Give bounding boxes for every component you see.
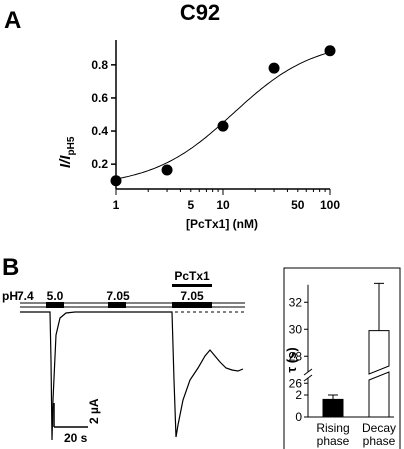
ph-label: pH [2, 289, 18, 303]
ph-value-2: 7.05 [106, 289, 130, 303]
x-tick-label: 100 [320, 198, 340, 212]
x-ticks: 1 5 10 50 100 [113, 189, 340, 212]
x-tick-label: 1 [113, 198, 120, 212]
x-tick-label: 10 [216, 198, 230, 212]
scale-current-label: 2 µA [87, 398, 101, 424]
y-axis-label-group: I/IpH5 [57, 136, 77, 168]
tau-axis-label: τ (s) [284, 347, 299, 372]
tau-tick-label: 26 [289, 376, 303, 390]
y-tick-label: 0.4 [91, 124, 108, 138]
data-point [110, 175, 122, 187]
category-label: Decay [362, 421, 396, 435]
ph-step-2 [108, 302, 126, 308]
y-tick-label: 0.8 [91, 58, 108, 72]
y-axis-label: I/IpH5 [57, 136, 77, 168]
bar-decay-lower [368, 371, 390, 418]
bar-rising [322, 398, 344, 418]
scale-time-label: 20 s [64, 431, 88, 445]
data-point [324, 45, 336, 57]
axis-break-mark [303, 368, 313, 376]
bar-decay-upper [368, 330, 390, 375]
tau-axis: 0 226 28 30 32 [289, 284, 394, 424]
x-tick-label: 5 [187, 198, 194, 212]
panel-letter-a: A [4, 7, 21, 34]
tau-tick-label: 30 [289, 322, 303, 336]
x-tick-label: 50 [291, 198, 305, 212]
tau-axis-label-group: τ (s) [284, 347, 299, 372]
tau-tick-label: 2 [295, 388, 302, 402]
axis-break-mark [303, 374, 313, 382]
ph-value-baseline: 7.4 [17, 289, 34, 303]
data-points [110, 45, 336, 187]
x-axis-label: [PcTx1] (nM) [186, 217, 258, 231]
tau-tick-label: 28 [289, 349, 303, 363]
drug-label: PcTx1 [174, 269, 210, 283]
ph-step-1 [46, 302, 64, 308]
ph-value-3: 7.05 [180, 289, 204, 303]
y-tick-label: 0.6 [91, 91, 108, 105]
dose-response-chart: 0.2 0.4 0.6 0.8 1 5 10 50 100 [PcTx1] (nM) I/Ip… [57, 40, 340, 231]
tau-tick-label: 32 [289, 295, 303, 309]
category-label: phase [317, 434, 350, 448]
data-point [217, 120, 229, 132]
fit-curve [115, 51, 331, 180]
drug-bar [172, 284, 212, 287]
data-point [268, 62, 280, 74]
ph-step-3 [172, 302, 212, 308]
y-tick-label: 0.2 [91, 157, 108, 171]
data-point [161, 164, 173, 176]
y-ticks: 0.2 0.4 0.6 0.8 [91, 58, 116, 171]
current-trace-panel: pH 7.4 5.0 7.05 7.05 PcTx1 20 s 2 µA [2, 269, 245, 445]
inset-frame [283, 267, 401, 449]
panel-letter-b: B [2, 254, 19, 281]
chart-a-title: C92 [180, 0, 220, 25]
scale-current-label-group: 2 µA [87, 398, 101, 424]
tau-tick-label: 0 [295, 410, 302, 424]
category-label: phase [363, 434, 396, 448]
category-label: Rising [316, 421, 349, 435]
ph-value-1: 5.0 [47, 289, 64, 303]
current-trace [20, 311, 244, 441]
y-axis-label-subscript: pH5 [66, 136, 77, 155]
